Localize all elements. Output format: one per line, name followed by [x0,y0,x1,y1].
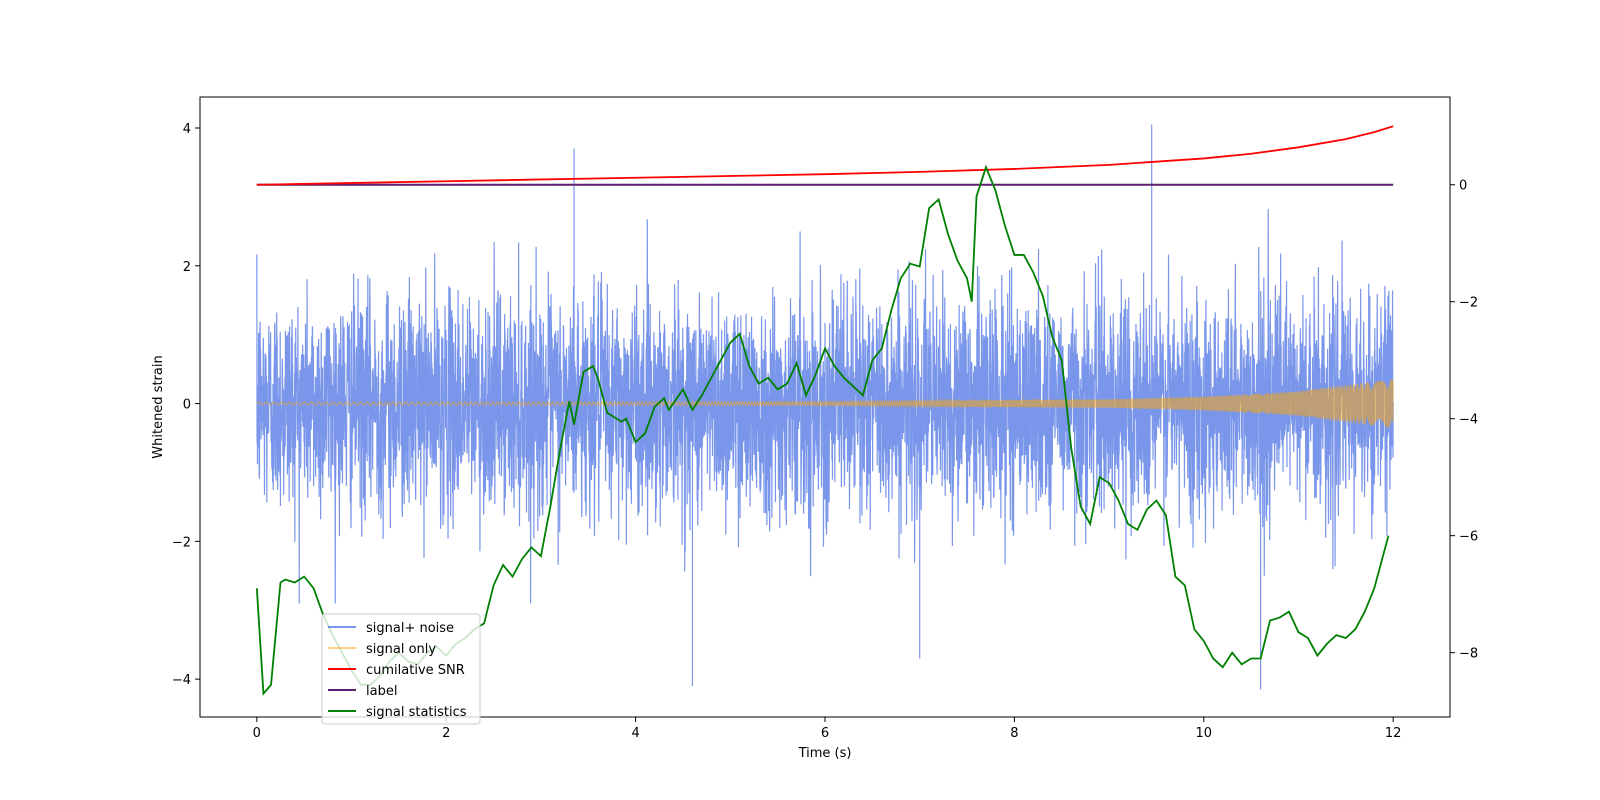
x-tick-label: 4 [631,726,639,741]
x-tick-label: 0 [253,726,261,741]
y-right-tick-label: −6 [1459,530,1478,545]
x-tick-label: 10 [1196,726,1213,741]
y-tick-label: 0 [183,398,191,413]
legend: signal+ noise signal only cumilative SNR la… [321,613,481,725]
series-signal-only [256,378,1394,428]
legend-entry: signal statistics [366,705,467,720]
plot-area [255,124,1394,696]
y-tick-label: −2 [172,535,191,550]
x-tick-label: 8 [1010,726,1018,741]
axes: 0 2 4 6 8 10 12 −4 −2 0 2 4 −8 −6 −4 −2 0 [172,122,1478,741]
y-tick-label: −4 [172,673,191,688]
x-axis-label: Time (s) [798,746,852,761]
y-right-tick-label: −4 [1459,413,1478,428]
y-right-tick-label: −8 [1459,647,1478,662]
series-signal-noise [256,124,1394,690]
y-tick-label: 2 [183,260,191,275]
legend-entry: signal+ noise [366,621,454,636]
legend-entry: signal only [366,642,436,657]
y-axis-label: Whitened strain [151,355,166,458]
legend-entry: cumilative SNR [366,663,465,678]
y-tick-label: 4 [183,122,191,137]
legend-box [321,613,481,725]
x-tick-label: 12 [1385,726,1402,741]
legend-entry: label [366,684,397,699]
x-tick-label: 2 [442,726,450,741]
y-right-tick-label: −2 [1459,296,1478,311]
y-right-tick-label: 0 [1459,179,1467,194]
x-tick-label: 6 [821,726,829,741]
series-cumulative-snr [256,125,1394,186]
